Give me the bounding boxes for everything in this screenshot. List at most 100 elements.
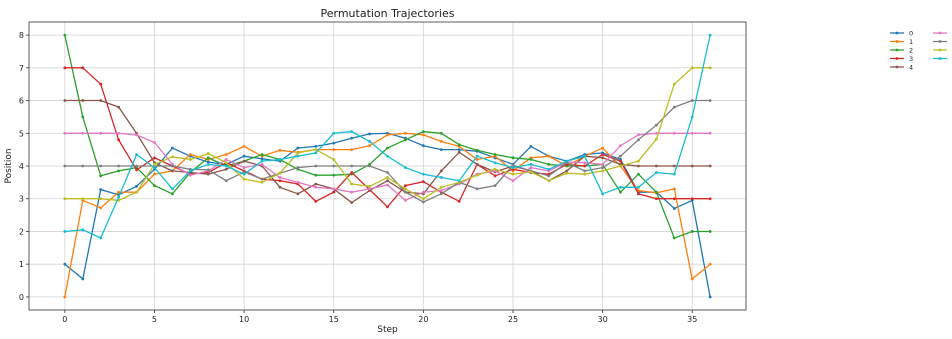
data-point: [457, 143, 461, 147]
data-point: [529, 166, 533, 170]
data-point: [421, 133, 425, 137]
data-point: [421, 200, 425, 204]
data-point: [332, 158, 336, 161]
data-point: [475, 158, 479, 161]
data-point: [332, 148, 336, 152]
series-3: [63, 66, 712, 209]
data-point: [475, 187, 479, 191]
data-point: [493, 153, 497, 156]
data-point: [457, 199, 461, 203]
legend-marker: [895, 31, 899, 35]
data-point: [224, 161, 228, 165]
legend-marker: [895, 40, 899, 43]
data-point: [296, 154, 300, 158]
data-point: [619, 144, 622, 148]
data-point: [511, 156, 515, 160]
data-point: [601, 156, 604, 160]
data-point: [619, 190, 622, 194]
data-point: [708, 33, 712, 37]
data-point: [260, 177, 264, 181]
data-point: [439, 185, 443, 189]
data-point: [81, 164, 85, 168]
data-point: [314, 185, 318, 189]
data-point: [672, 197, 676, 201]
data-point: [386, 154, 389, 158]
series-8: [63, 33, 712, 240]
data-point: [421, 130, 425, 134]
data-point: [583, 164, 587, 168]
data-point: [81, 66, 85, 70]
legend-item-2: 2: [890, 47, 913, 55]
y-axis-label: Position: [4, 148, 14, 183]
data-point: [242, 154, 246, 158]
data-point: [171, 164, 174, 168]
data-point: [63, 262, 67, 266]
data-point: [81, 197, 85, 201]
data-point: [278, 179, 282, 183]
data-point: [242, 170, 246, 174]
data-point: [421, 172, 425, 176]
data-point: [117, 164, 121, 168]
data-point: [475, 173, 479, 177]
x-tick-label: 10: [239, 315, 249, 324]
data-point: [99, 131, 103, 135]
data-point: [439, 189, 443, 192]
data-point: [153, 162, 156, 166]
data-point: [81, 228, 85, 232]
data-point: [63, 131, 67, 135]
data-point: [153, 172, 156, 176]
data-point: [547, 167, 551, 171]
data-point: [439, 176, 443, 179]
data-point: [117, 131, 121, 135]
data-point: [672, 105, 676, 109]
data-point: [332, 131, 336, 135]
data-point: [314, 151, 318, 155]
data-point: [493, 167, 497, 171]
data-point: [206, 162, 210, 166]
data-point: [601, 192, 604, 196]
data-point: [171, 187, 174, 191]
data-point: [708, 262, 712, 266]
data-point: [619, 185, 622, 189]
data-point: [654, 137, 658, 141]
legend-item-8: 8: [933, 57, 947, 60]
data-point: [81, 99, 85, 102]
data-point: [171, 192, 174, 196]
data-point: [188, 153, 192, 156]
series-2: [63, 33, 712, 240]
y-tick-label: 7: [19, 64, 24, 73]
data-point: [601, 162, 604, 166]
data-point: [81, 131, 85, 135]
data-point: [242, 144, 246, 148]
data-point: [386, 176, 389, 179]
data-point: [637, 172, 640, 176]
x-tick-label: 20: [418, 315, 428, 324]
x-tick-label: 30: [598, 315, 608, 324]
data-point: [350, 171, 354, 174]
data-point: [475, 162, 479, 166]
data-point: [690, 230, 694, 233]
data-point: [314, 144, 318, 148]
legend-marker: [895, 57, 899, 60]
data-point: [529, 144, 533, 148]
data-point: [296, 166, 300, 170]
x-tick-label: 0: [62, 315, 67, 324]
data-point: [117, 190, 121, 194]
legend-marker: [938, 57, 942, 60]
data-point: [637, 133, 640, 137]
data-point: [117, 105, 121, 109]
data-point: [153, 156, 156, 160]
data-point: [242, 159, 246, 163]
data-point: [117, 195, 121, 199]
data-point: [171, 146, 174, 150]
data-point: [314, 182, 318, 186]
series-5: [63, 131, 712, 202]
data-point: [188, 158, 192, 161]
data-point: [99, 236, 103, 240]
data-point: [547, 174, 551, 178]
data-point: [188, 169, 192, 173]
data-point: [368, 144, 371, 148]
legend-label: 1: [909, 38, 913, 46]
data-point: [278, 158, 282, 161]
data-point: [637, 192, 640, 196]
